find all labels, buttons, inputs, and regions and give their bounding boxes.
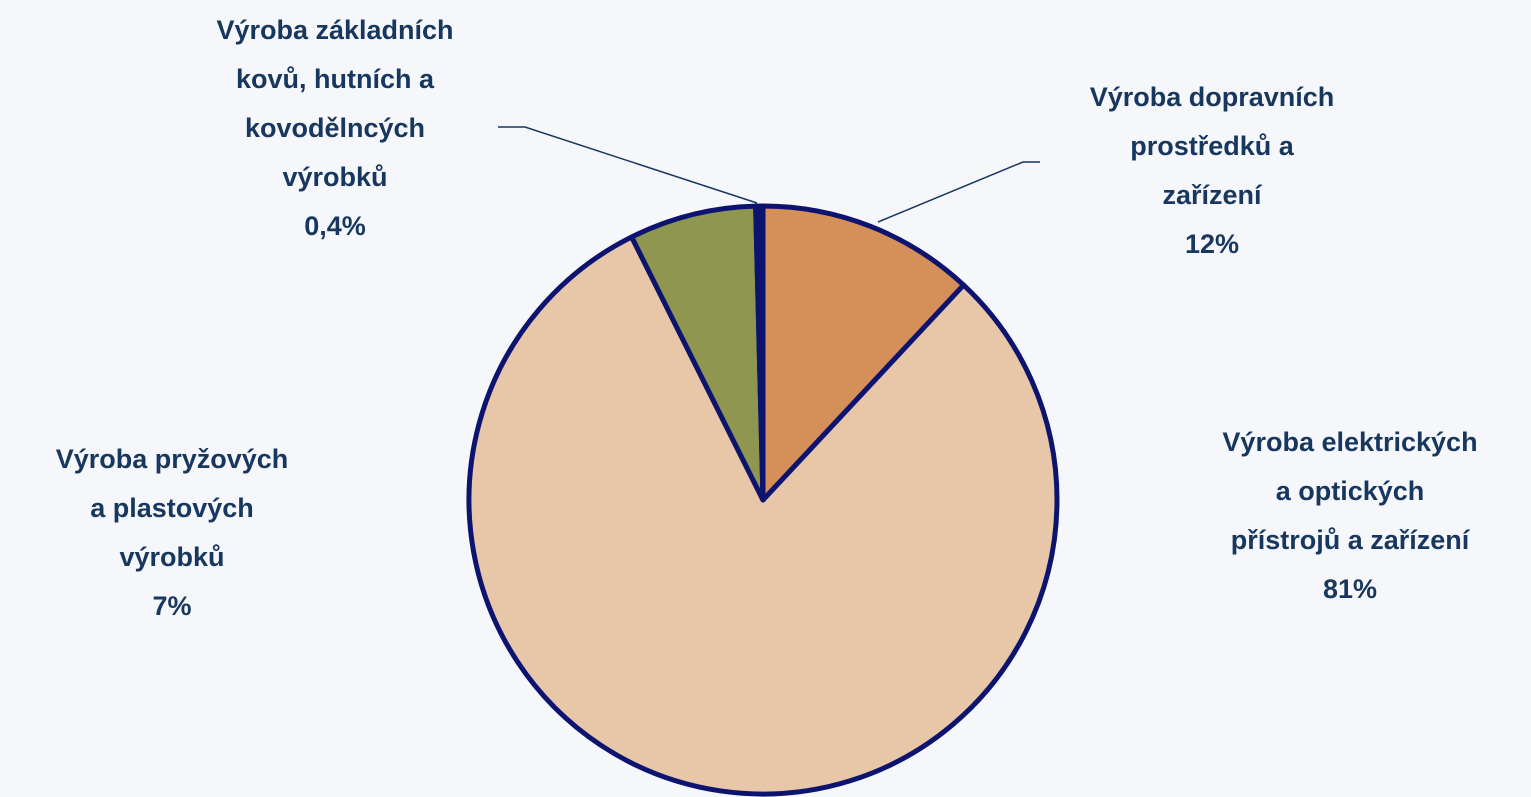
- value-label: 81%: [1322, 574, 1378, 604]
- pie-slice: [760, 203, 967, 503]
- value-label: 7%: [152, 591, 192, 621]
- slice-label: Výroba elektrických a optických přístroj…: [1222, 418, 1477, 614]
- slice-label: Výroba základních kovů, hutních a kovodě…: [216, 6, 453, 251]
- value-label: 12%: [1184, 229, 1240, 259]
- category-name: Výroba pryžových a plastových výrobků: [55, 444, 289, 572]
- category-name: Výroba dopravních prostředků a zařízení: [1089, 82, 1335, 210]
- category-name: Výroba základních kovů, hutních a kovodě…: [216, 15, 454, 192]
- pie-slice: [466, 234, 1060, 797]
- category-name: Výroba elektrických a optických přístroj…: [1222, 427, 1478, 555]
- leader-line: [498, 126, 758, 204]
- pie-slice: [629, 203, 766, 503]
- value-label: 0,4%: [304, 211, 366, 241]
- slice-label: Výroba dopravních prostředků a zařízení 1…: [1090, 73, 1335, 269]
- pie-slice: [753, 203, 766, 503]
- slice-label: Výroba pryžových a plastových výrobků 7%: [56, 435, 289, 631]
- leader-line: [877, 161, 1040, 223]
